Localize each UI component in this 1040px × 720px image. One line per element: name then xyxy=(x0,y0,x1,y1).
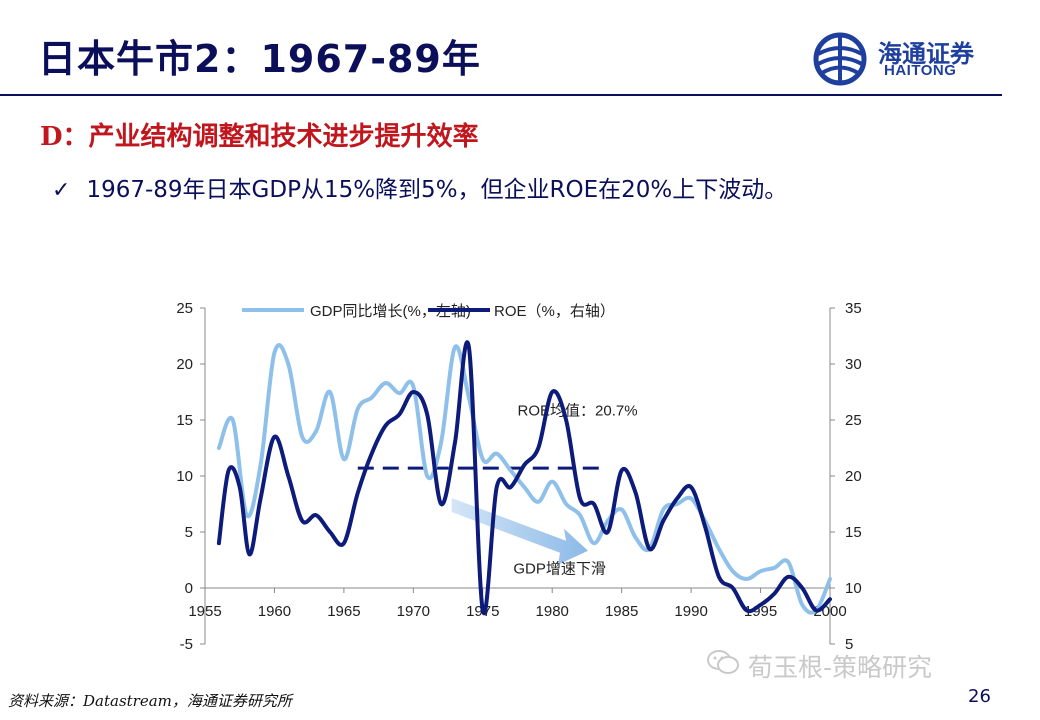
page-title: 日本牛市2：1967-89年 xyxy=(38,37,481,81)
left-tick-label: 15 xyxy=(176,412,193,429)
left-tick-label: 10 xyxy=(176,468,193,485)
chart-legend: GDP同比增长(%，左轴) ROE（%，右轴） xyxy=(242,303,615,320)
legend-gdp-label: GDP同比增长(%，左轴) xyxy=(310,303,471,320)
x-tick-label: 1980 xyxy=(536,603,569,620)
right-tick-label: 25 xyxy=(845,412,862,429)
right-tick-label: 20 xyxy=(845,468,862,485)
bullet-text: 1967-89年日本GDP从15%降到5%，但企业ROE在20%上下波动。 xyxy=(86,177,788,203)
gdp-growth-line xyxy=(216,343,832,615)
left-tick-label: -5 xyxy=(180,636,193,653)
left-tick-label: 25 xyxy=(176,300,193,317)
right-tick-label: 10 xyxy=(845,580,862,597)
legend-roe-label: ROE（%，右轴） xyxy=(494,303,615,320)
haitong-emblem-icon xyxy=(813,32,867,86)
title-divider xyxy=(0,94,1002,96)
logo-english-name: HAITONG xyxy=(884,62,957,79)
chart-svg: 25 20 15 10 5 0 -5 35 30 25 20 15 10 5 1955 1960 1965 197… xyxy=(176,300,861,653)
watermark-text: 荀玉根-策略研究 xyxy=(748,653,933,682)
logo-chinese-name: 海通证券 xyxy=(878,39,974,68)
watermark: 荀玉根-策略研究 xyxy=(706,648,932,684)
right-tick-label: 35 xyxy=(845,300,862,317)
chart-axes: 25 20 15 10 5 0 -5 35 30 25 20 15 10 5 1955 1960 1965 197… xyxy=(176,300,861,653)
wechat-icon xyxy=(706,648,740,682)
section-subheading: D：产业结构调整和技术进步提升效率 xyxy=(40,122,479,152)
right-tick-label: 30 xyxy=(845,356,862,373)
bullet-point: ✓ 1967-89年日本GDP从15%降到5%，但企业ROE在20%上下波动。 xyxy=(52,170,787,204)
right-tick-label: 15 xyxy=(845,524,862,541)
gdp-decline-label: GDP增速下滑 xyxy=(513,560,606,577)
x-tick-label: 1970 xyxy=(397,603,430,620)
x-tick-label: 1985 xyxy=(605,603,638,620)
source-note: 资料来源：Datastream，海通证券研究所 xyxy=(8,692,292,710)
roe-average-label: ROE均值：20.7% xyxy=(518,403,638,420)
page-number: 26 xyxy=(968,686,991,707)
gdp-roe-chart: 25 20 15 10 5 0 -5 35 30 25 20 15 10 5 1955 1960 1965 197… xyxy=(150,290,870,670)
left-tick-label: 0 xyxy=(185,580,193,597)
x-tick-label: 1965 xyxy=(327,603,360,620)
left-tick-label: 5 xyxy=(185,524,193,541)
haitong-logo: 海通证券 HAITONG xyxy=(812,32,1012,88)
x-tick-label: 1995 xyxy=(744,603,777,620)
gdp-decline-arrow xyxy=(451,498,588,565)
roe-line xyxy=(216,340,832,616)
x-tick-label: 1955 xyxy=(188,603,221,620)
checkmark-icon: ✓ xyxy=(52,178,71,203)
right-tick-label: 5 xyxy=(845,636,853,653)
x-tick-label: 1960 xyxy=(258,603,291,620)
chart-series xyxy=(216,340,832,616)
left-tick-label: 20 xyxy=(176,356,193,373)
x-tick-label: 1990 xyxy=(674,603,707,620)
